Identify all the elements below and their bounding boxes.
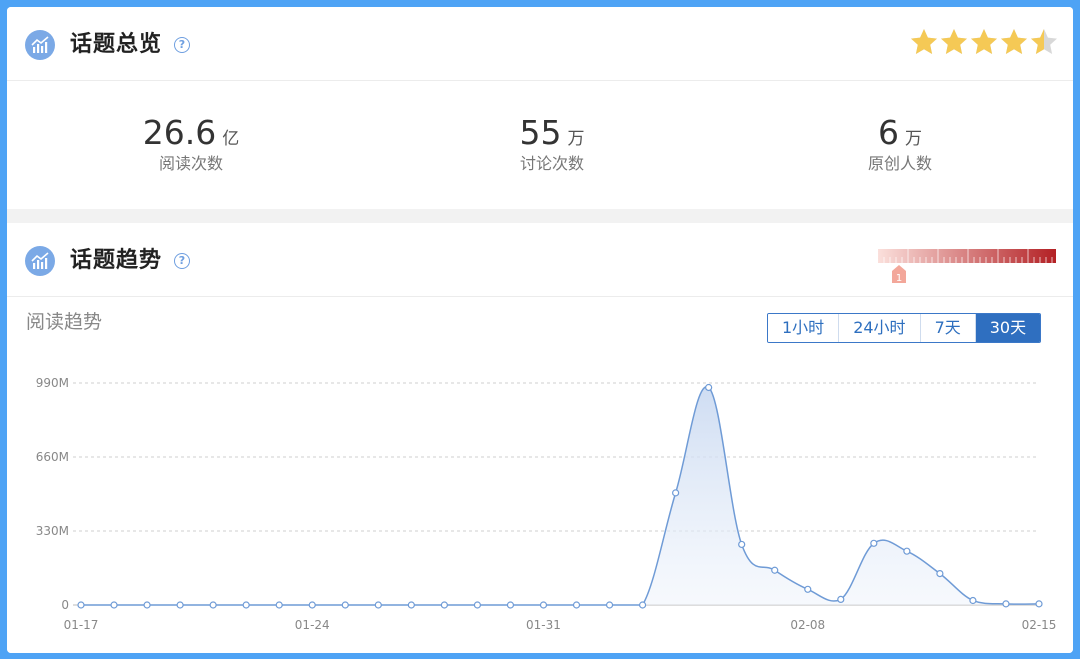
overview-title: 话题总览 — [70, 32, 163, 57]
data-point — [473, 601, 482, 609]
data-point — [143, 601, 151, 609]
read-trend-label: 阅读趋势 — [26, 311, 103, 333]
data-point — [804, 585, 812, 593]
stat-discussion-count: 55 万 讨论次数 — [452, 113, 652, 175]
data-point — [672, 489, 680, 497]
star-icon — [1001, 29, 1027, 54]
data-point — [936, 570, 944, 578]
stat-label: 讨论次数 — [519, 154, 584, 173]
x-tick-label: 02-15 — [1022, 618, 1057, 632]
overview-header: 话题总览 ? — [7, 7, 1073, 81]
trend-chart-icon — [25, 30, 55, 60]
stat-value: 55 — [519, 113, 562, 152]
trend-card: 话题趋势 ? 1 阅读趋势 1小时 24小时 — [7, 223, 1073, 653]
y-tick-label: 0 — [61, 598, 69, 612]
stat-read-count: 26.6 亿 阅读次数 — [91, 113, 291, 175]
data-point — [341, 601, 349, 609]
data-point — [903, 547, 911, 555]
data-point — [506, 601, 515, 609]
stat-label: 原创人数 — [867, 154, 932, 173]
range-30d-button[interactable]: 30天 — [975, 314, 1041, 342]
data-point — [275, 601, 283, 609]
data-point — [1035, 600, 1043, 608]
data-point — [407, 601, 415, 609]
time-range-selector: 1小时 24小时 7天 30天 — [767, 313, 1042, 343]
heat-marker: 1 — [892, 265, 906, 284]
rating-stars — [909, 27, 1059, 57]
data-point — [110, 601, 118, 609]
data-point — [705, 383, 713, 392]
read-trend-chart: 0 330M 660M 990M 01-17 01-24 01-31 02-08 02-15 — [36, 376, 1057, 632]
stat-value: 26.6 — [142, 113, 217, 152]
stat-value: 6 — [878, 113, 899, 152]
trend-title: 话题趋势 — [70, 248, 163, 273]
x-tick-label: 01-24 — [295, 618, 330, 632]
data-point — [1002, 600, 1010, 608]
star-icon — [941, 29, 967, 54]
data-point — [605, 601, 614, 609]
y-tick-label: 990M — [36, 376, 69, 390]
data-point — [638, 601, 647, 609]
x-tick-label: 02-08 — [790, 618, 825, 632]
stat-unit: 亿 — [222, 129, 240, 149]
range-1h-button[interactable]: 1小时 — [768, 314, 840, 342]
data-point — [837, 595, 845, 603]
range-24h-button[interactable]: 24小时 — [839, 314, 921, 342]
trend-chart-icon — [25, 246, 55, 276]
y-tick-label: 330M — [36, 524, 69, 538]
stat-unit: 万 — [567, 129, 585, 149]
data-point — [539, 601, 548, 609]
data-point — [242, 601, 250, 609]
data-point — [77, 601, 85, 609]
y-tick-label: 660M — [36, 450, 69, 464]
help-icon[interactable]: ? — [174, 253, 190, 269]
data-point — [374, 601, 382, 609]
x-tick-label: 01-31 — [526, 618, 561, 632]
area-fill — [81, 386, 1039, 605]
stat-label: 阅读次数 — [158, 154, 223, 173]
heat-level: 1 — [896, 273, 902, 284]
data-point — [870, 539, 878, 547]
data-point — [176, 601, 184, 609]
data-point — [440, 601, 448, 609]
data-point — [771, 566, 779, 574]
data-point — [738, 540, 746, 549]
star-icon — [911, 29, 937, 54]
heat-scale-bar: 1 — [878, 249, 1056, 284]
x-tick-label: 01-17 — [64, 618, 99, 632]
section-divider — [7, 209, 1073, 223]
range-7d-button[interactable]: 7天 — [920, 314, 976, 342]
stat-unit: 万 — [905, 129, 922, 149]
data-point — [209, 601, 217, 609]
trend-header: 话题趋势 ? 1 — [7, 223, 1073, 297]
star-icon — [1031, 29, 1057, 54]
data-point — [572, 601, 581, 609]
data-point — [969, 596, 977, 605]
data-point — [308, 601, 316, 609]
star-icon — [971, 29, 997, 54]
help-icon[interactable]: ? — [174, 37, 190, 53]
